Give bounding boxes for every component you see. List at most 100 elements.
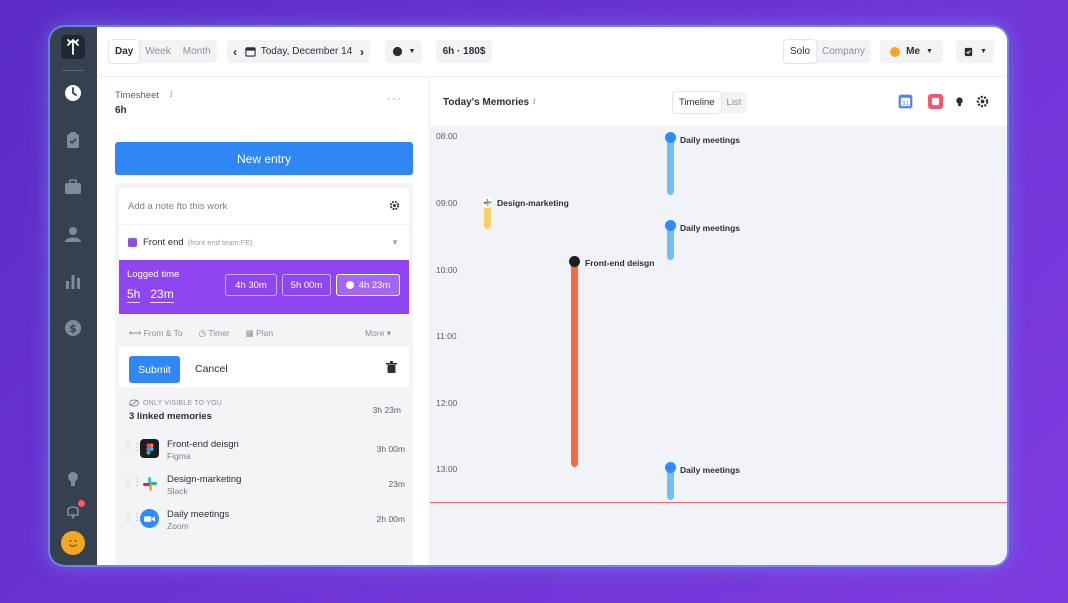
drag-handle-icon[interactable]: ⋮⋮ [123,477,142,488]
tasks-dropdown[interactable]: ▼ [956,40,994,63]
view-day[interactable]: Day [109,40,140,63]
list-item[interactable]: ⋮⋮ Front-end deisgn Figma 3h 00m [123,437,405,467]
rate-summary[interactable]: 6h · 180$ [436,40,492,63]
view-week[interactable]: Week [145,46,171,57]
event-label[interactable]: Daily meetings [680,135,740,145]
figma-icon [569,256,580,267]
bulb-icon[interactable] [62,468,84,490]
event-bar[interactable] [667,222,674,260]
cancel-button[interactable]: Cancel [195,363,228,375]
timeline-grid: 08:00 09:00 10:00 11:00 12:00 13:00 Dail… [430,126,1007,565]
logged-hours-input[interactable]: 5h [127,287,141,303]
rate-text: 6h · 180$ [442,46,486,57]
mode-label: Timer [208,328,230,338]
more-options-icon[interactable]: ··· [387,91,402,105]
tab-timeline[interactable]: Timeline [673,92,721,113]
event-bar[interactable] [484,201,491,229]
clock-icon[interactable] [62,82,84,104]
mode-label: From & To [143,328,183,338]
event-bar[interactable] [667,464,674,500]
event-label[interactable]: Daily meetings [680,223,740,233]
filter-dropdown[interactable]: ▼ [385,40,422,63]
note-placeholder: Add a note fto this work [128,201,228,212]
drag-handle-icon[interactable]: ⋮⋮ [123,512,142,523]
briefcase-icon[interactable] [62,176,84,198]
memories-panel: Today's Memories i Timeline List 31 [430,77,1007,565]
app-logo[interactable] [61,35,85,59]
event-label[interactable]: Design-marketing [497,198,569,208]
slack-icon [482,197,493,208]
chevron-right-icon[interactable]: › [360,44,364,59]
new-entry-button[interactable]: New entry [115,142,413,175]
zoom-icon [665,132,676,143]
bulb-icon[interactable] [952,94,967,109]
logo-icon [67,39,79,55]
dollar-icon[interactable]: $ [62,317,84,339]
memory-duration: 2h 00m [376,514,405,524]
view-month[interactable]: Month [182,46,211,57]
bell-icon[interactable] [62,500,84,522]
user-icon[interactable] [62,223,84,245]
mode-timer[interactable]: ◷ Timer [198,328,230,338]
eye-off-icon [129,399,139,407]
mode-plan[interactable]: ▦ Plan [245,328,274,338]
zoom-icon [140,509,159,528]
drag-handle-icon[interactable]: ⋮⋮ [123,442,142,453]
event-label[interactable]: Front-end deisgn [585,258,655,268]
list-item[interactable]: ⋮⋮ Design-marketing Slack 23m [123,472,405,502]
entry-modes: ⟷ From & To ◷ Timer ▦ Plan More ▾ [129,328,391,339]
current-date[interactable]: Today, December 14 [260,46,353,57]
notification-badge [78,500,85,507]
chart-icon[interactable] [62,270,84,292]
event-bar[interactable] [571,258,578,467]
slack-icon [140,474,159,493]
date-navigator: ‹ Today, December 14 › [227,40,370,63]
project-sub: (front end team:FE) [187,238,253,247]
calendar-icon [245,47,256,57]
mode-from-to[interactable]: ⟷ From & To [129,328,183,338]
scope-switcher: Solo Company [784,40,871,63]
tab-list[interactable]: List [726,97,742,108]
clipboard-icon[interactable] [62,129,84,151]
chevron-down-icon: ▼ [391,238,399,247]
project-color-swatch [128,237,137,247]
note-input[interactable]: Add a note fto this work [119,188,409,224]
google-calendar-icon[interactable]: 31 [898,94,913,109]
logged-minutes-input[interactable]: 23m [150,287,174,303]
visibility-note: ONLY VISIBLE TO YOU [129,399,222,407]
calendar-app-icon[interactable] [928,94,943,109]
event-bar[interactable] [667,134,674,195]
memory-app: Figma [167,451,191,461]
project-select[interactable]: Front end (front end team:FE) ▼ [119,225,409,259]
avatar[interactable] [61,531,85,555]
time-chip[interactable]: 4h 30m [225,274,277,296]
chevron-down-icon: ▼ [980,48,987,55]
scope-company[interactable]: Company [822,46,865,57]
current-time-line [430,502,1007,503]
time-chip-selected[interactable]: 4h 23m [336,274,400,296]
clock-icon [345,281,354,289]
more-dropdown[interactable]: More ▾ [365,328,392,338]
gear-icon[interactable] [975,94,990,109]
info-icon[interactable]: i [170,90,173,99]
scope-solo[interactable]: Solo [784,40,817,63]
event-label[interactable]: Daily meetings [680,465,740,475]
top-bar: Day Week Month ‹ Today, December 14 › ▼ … [97,27,1007,77]
submit-button[interactable]: Submit [129,356,180,383]
mode-label: Plan [256,328,274,338]
user-avatar-icon [890,46,901,57]
list-item[interactable]: ⋮⋮ Daily meetings Zoom 2h 00m [123,507,405,537]
chevron-left-icon[interactable]: ‹ [233,44,237,59]
trash-icon[interactable] [386,361,397,373]
user-name: Me [906,46,920,57]
gear-icon[interactable] [389,200,400,211]
user-dropdown[interactable]: Me ▼ [880,40,943,63]
time-chip[interactable]: 5h 00m [282,274,331,296]
memories-header: Today's Memories i Timeline List 31 [430,77,1007,126]
timesheet-title: Timesheet [115,90,159,101]
memory-title: Design-marketing [167,474,242,485]
memory-title: Front-end deisgn [167,439,239,450]
chevron-down-icon: ▼ [925,48,933,55]
main-area: Day Week Month ‹ Today, December 14 › ▼ … [97,27,1007,565]
info-icon[interactable]: i [533,97,536,106]
